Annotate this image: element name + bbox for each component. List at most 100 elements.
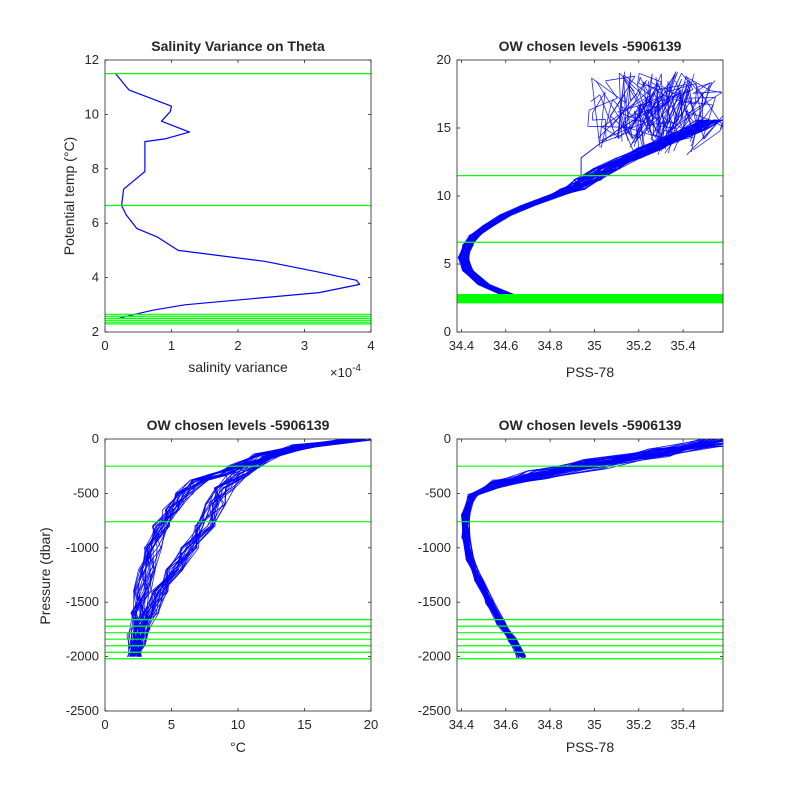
y-tick-label: -2000 bbox=[66, 649, 99, 664]
profile-line bbox=[621, 94, 665, 145]
panel-pressure-temperature: 0 5 10 15 20 -2500 -2000 -1500 -1000 -500 0 OW chos… bbox=[37, 417, 378, 755]
x-tick-label: 35.2 bbox=[626, 338, 651, 353]
profile-line bbox=[464, 439, 714, 657]
axes: 0 5 10 15 20 -2500 -2000 -1500 -1000 -500 0 bbox=[66, 431, 378, 732]
profile-line bbox=[135, 439, 371, 657]
profile-line bbox=[657, 105, 688, 156]
plot-area bbox=[457, 439, 723, 711]
profile-lines bbox=[457, 71, 723, 303]
profile-line bbox=[115, 73, 361, 319]
profile-lines bbox=[115, 73, 361, 319]
x-tick-label: 34.8 bbox=[537, 338, 562, 353]
x-tick-label: 4 bbox=[367, 338, 374, 353]
x-tick-label: 20 bbox=[364, 717, 378, 732]
plot-content bbox=[457, 71, 723, 304]
axes-box bbox=[456, 438, 724, 712]
y-tick-label: 8 bbox=[92, 161, 99, 176]
level-lines bbox=[457, 465, 723, 660]
x-tick-label: 0 bbox=[101, 717, 108, 732]
profile-line bbox=[580, 103, 662, 179]
profile-line bbox=[686, 97, 717, 156]
profile-line bbox=[600, 99, 629, 148]
profile-line bbox=[651, 100, 691, 141]
profile-line bbox=[647, 76, 663, 147]
profile-line bbox=[635, 73, 665, 139]
y-tick-label: 4 bbox=[92, 270, 99, 285]
x-tick-label: 5 bbox=[168, 717, 175, 732]
x-tick-label: 1 bbox=[168, 338, 175, 353]
profile-line bbox=[466, 119, 710, 303]
y-tick-label: 15 bbox=[437, 120, 451, 135]
y-tick-label: -2500 bbox=[418, 703, 451, 718]
panel-title: OW chosen levels -5906139 bbox=[499, 417, 682, 433]
plot-area bbox=[457, 60, 723, 332]
profile-line bbox=[656, 71, 688, 154]
profile-line bbox=[462, 119, 722, 303]
y-tick-label: -1500 bbox=[66, 594, 99, 609]
profile-line bbox=[133, 439, 362, 657]
profile-line bbox=[591, 72, 632, 148]
panel-title: OW chosen levels -5906139 bbox=[499, 38, 682, 54]
x-tick-label: 34.8 bbox=[537, 717, 562, 732]
profile-line bbox=[135, 439, 345, 657]
y-tick-label: 20 bbox=[437, 52, 451, 67]
y-tick-label: -1000 bbox=[66, 540, 99, 555]
axes: 34.4 34.6 34.8 35 35.2 35.4 -2500 -2000 -1500 -10… bbox=[418, 431, 724, 732]
profile-line bbox=[636, 73, 662, 137]
y-tick-label: 0 bbox=[444, 324, 451, 339]
profile-line bbox=[463, 119, 706, 303]
profile-line bbox=[605, 75, 647, 139]
level-lines bbox=[105, 72, 371, 325]
y-tick-label: 5 bbox=[444, 256, 451, 271]
x-axis-label: PSS-78 bbox=[566, 364, 614, 380]
profile-line bbox=[684, 79, 723, 147]
x-tick-label: 34.6 bbox=[493, 717, 518, 732]
x-tick-label: 34.4 bbox=[449, 717, 474, 732]
profile-line bbox=[617, 71, 644, 140]
x-tick-label: 34.6 bbox=[493, 338, 518, 353]
profile-line bbox=[642, 71, 677, 136]
y-axis-label: Pressure (dbar) bbox=[37, 527, 53, 624]
y-tick-label: -500 bbox=[73, 485, 99, 500]
plot-content bbox=[105, 439, 371, 660]
profile-line bbox=[638, 77, 657, 149]
profile-line bbox=[664, 80, 694, 154]
x-tick-label: 35 bbox=[587, 338, 601, 353]
profile-line bbox=[617, 72, 651, 142]
y-tick-label: -2500 bbox=[66, 703, 99, 718]
x-tick-label: 2 bbox=[234, 338, 241, 353]
y-tick-label: 0 bbox=[92, 431, 99, 446]
panel-title: Salinity Variance on Theta bbox=[151, 38, 325, 54]
x-tick-label: 35.4 bbox=[670, 717, 695, 732]
y-axis-label: Potential temp (°C) bbox=[61, 137, 77, 255]
panel-title: OW chosen levels -5906139 bbox=[147, 417, 330, 433]
x-axis-label: PSS-78 bbox=[566, 739, 614, 755]
profile-line bbox=[685, 76, 723, 153]
profile-line bbox=[627, 82, 664, 143]
profile-line bbox=[628, 84, 659, 148]
x-axis-label: °C bbox=[230, 739, 246, 755]
y-tick-label: -1000 bbox=[418, 540, 451, 555]
profile-line bbox=[133, 439, 348, 657]
y-tick-label: 0 bbox=[444, 431, 451, 446]
x-tick-label: 10 bbox=[231, 717, 245, 732]
plot-content bbox=[457, 439, 723, 660]
profile-lines bbox=[126, 439, 371, 657]
y-tick-label: 2 bbox=[92, 324, 99, 339]
profile-lines bbox=[461, 439, 723, 659]
y-tick-label: -1500 bbox=[418, 594, 451, 609]
x-tick-label: 15 bbox=[297, 717, 311, 732]
x-tick-label: 0 bbox=[101, 338, 108, 353]
plot-content bbox=[105, 72, 371, 325]
y-tick-label: 10 bbox=[85, 106, 99, 121]
x-tick-label: 3 bbox=[301, 338, 308, 353]
x-tick-label: 34.4 bbox=[449, 338, 474, 353]
y-tick-label: -500 bbox=[425, 485, 451, 500]
profile-line bbox=[689, 82, 721, 138]
profile-line bbox=[131, 439, 351, 657]
y-tick-label: -2000 bbox=[418, 649, 451, 664]
profile-line bbox=[461, 439, 721, 658]
